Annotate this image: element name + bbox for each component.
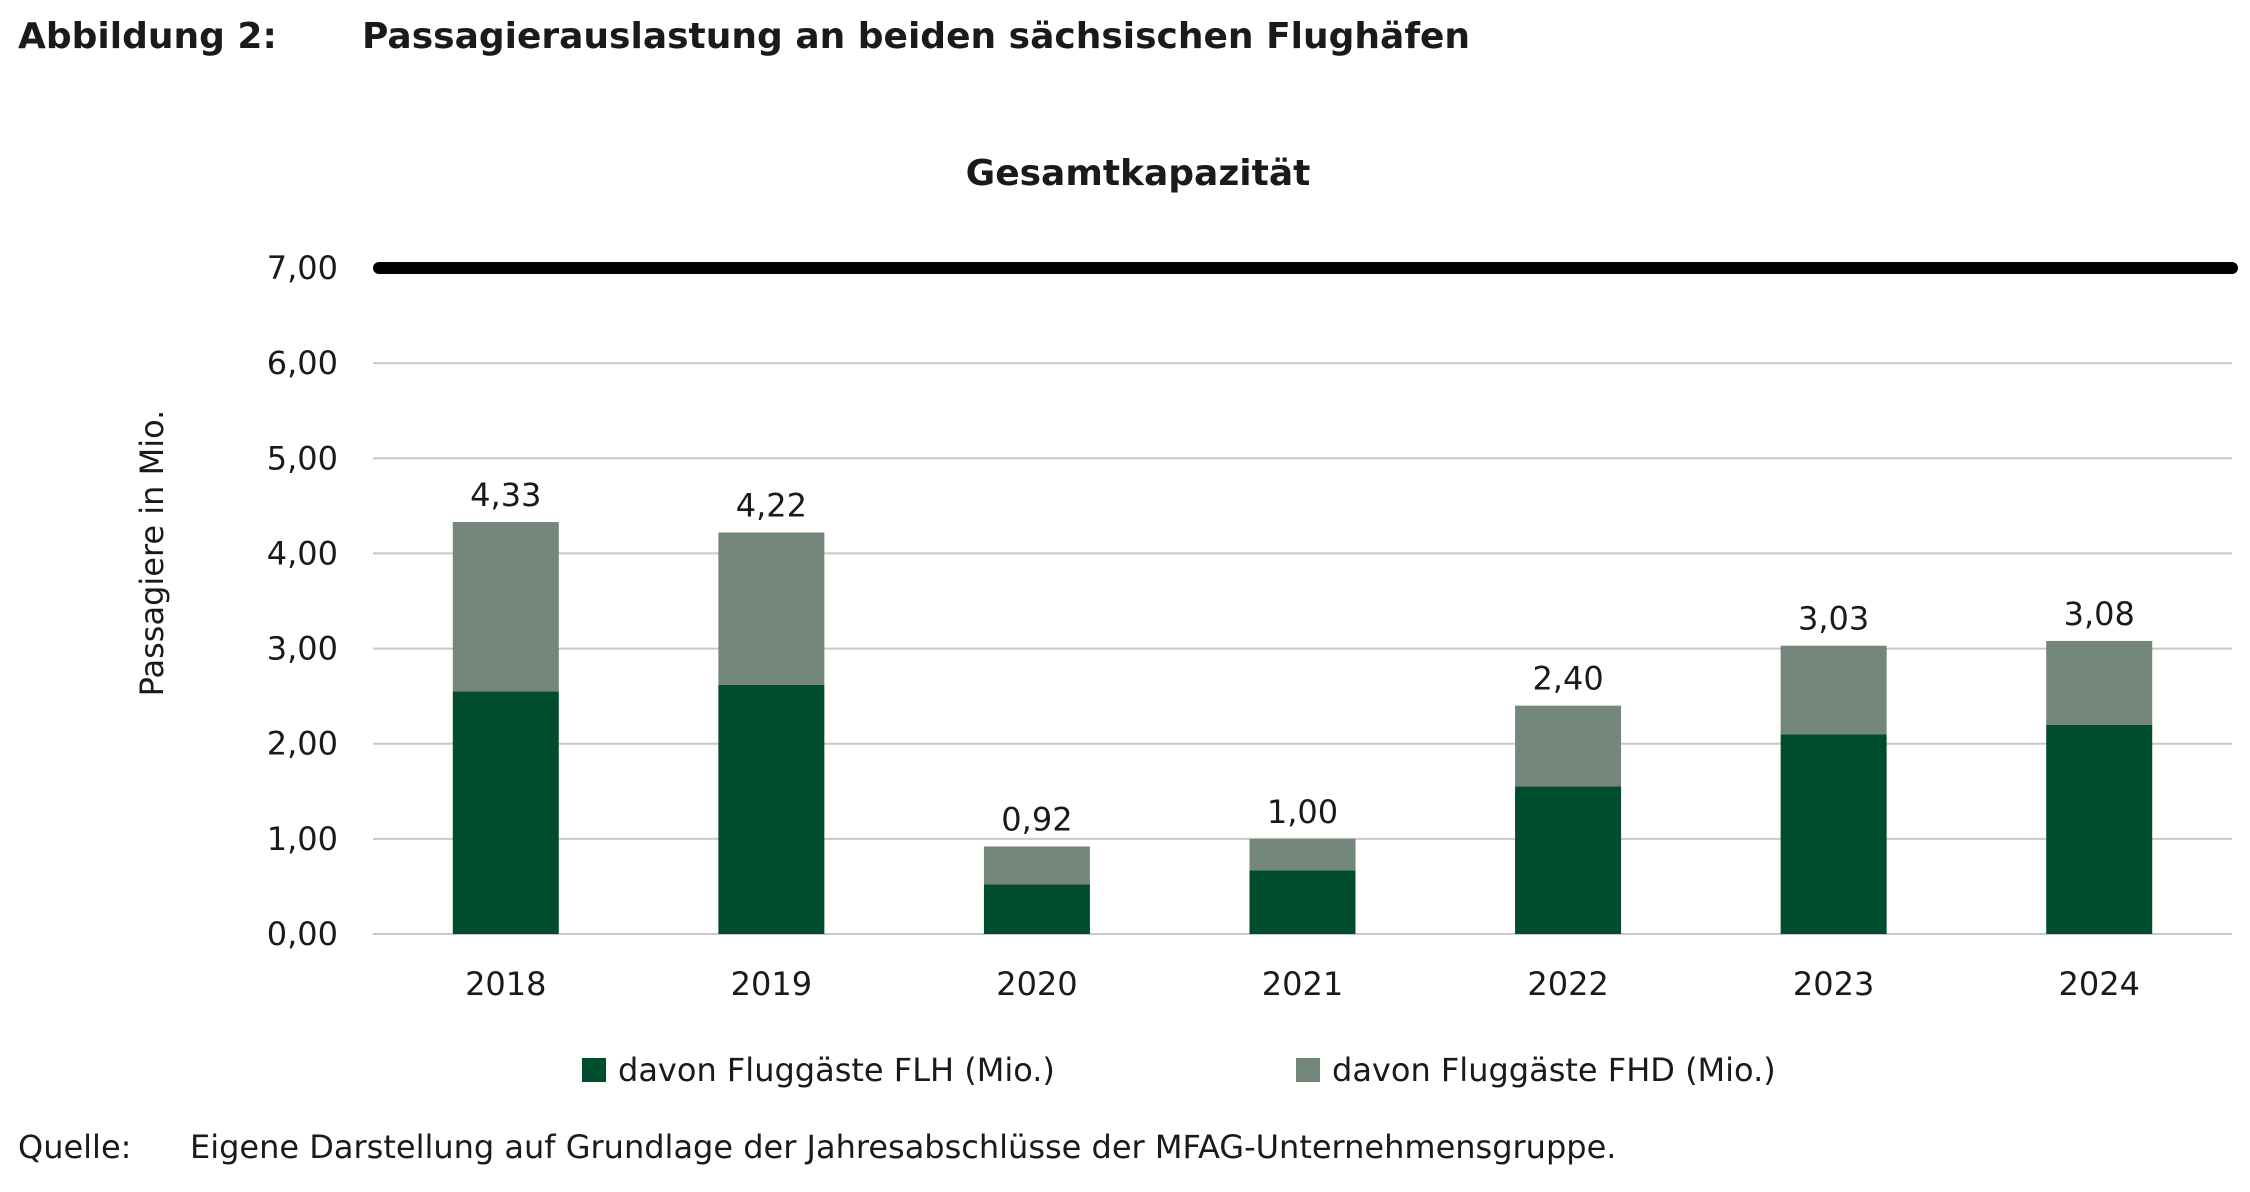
figure-title: Passagierauslastung an beiden sächsische… <box>362 16 1471 57</box>
legend-swatch <box>582 1058 606 1082</box>
bar-segment <box>718 532 825 685</box>
bar-segment <box>1249 838 1356 871</box>
x-tick-label: 2018 <box>465 965 546 1003</box>
x-tick-label: 2023 <box>1793 965 1874 1003</box>
legend-label: davon Fluggäste FLH (Mio.) <box>618 1051 1055 1089</box>
total-data-label: 3,08 <box>2064 595 2135 633</box>
bar-segment <box>1780 734 1887 934</box>
bar-segment <box>2046 724 2153 934</box>
y-axis-ticks: 0,00 1,00 2,00 3,00 4,00 5,00 6,00 7,00 <box>267 249 338 953</box>
y-tick-label: 1,00 <box>267 820 338 858</box>
y-tick-label: 3,00 <box>267 630 338 668</box>
bar-segment <box>1780 645 1887 735</box>
legend-swatch <box>1296 1058 1320 1082</box>
y-tick-label: 4,00 <box>267 534 338 572</box>
y-tick-label: 6,00 <box>267 344 338 382</box>
bar-segment <box>1515 786 1622 934</box>
x-tick-label: 2024 <box>2058 965 2139 1003</box>
y-tick-label: 0,00 <box>267 915 338 953</box>
source-label: Quelle: <box>18 1128 132 1166</box>
bar-segment <box>1249 870 1356 934</box>
data-labels: 4,33 4,22 0,92 1,00 2,40 3,03 3,08 <box>470 476 2135 838</box>
y-axis-title: Passagiere in Mio. <box>133 410 171 697</box>
total-data-label: 0,92 <box>1001 800 1072 838</box>
x-tick-label: 2022 <box>1527 965 1608 1003</box>
bar-segment <box>452 522 559 692</box>
y-tick-label: 7,00 <box>267 249 338 287</box>
legend: davon Fluggäste FLH (Mio.) davon Fluggäst… <box>582 1051 1776 1089</box>
total-data-label: 3,03 <box>1798 600 1869 638</box>
bar-segment <box>718 684 825 934</box>
bar-segment <box>983 846 1090 885</box>
total-data-label: 1,00 <box>1267 793 1338 831</box>
y-tick-label: 5,00 <box>267 439 338 477</box>
x-tick-label: 2020 <box>996 965 1077 1003</box>
x-tick-label: 2019 <box>731 965 812 1003</box>
bar-segment <box>1515 705 1622 787</box>
bar-segment <box>452 691 559 934</box>
total-data-label: 2,40 <box>1532 660 1603 698</box>
capacity-line-label: Gesamtkapazität <box>966 153 1311 194</box>
total-data-label: 4,22 <box>736 486 807 524</box>
x-axis-ticks: 2018 2019 2020 2021 2022 2023 2024 <box>465 965 2140 1003</box>
source-text: Eigene Darstellung auf Grundlage der Jah… <box>190 1128 1617 1166</box>
bar-segment <box>983 884 1090 934</box>
legend-label: davon Fluggäste FHD (Mio.) <box>1332 1051 1776 1089</box>
bars <box>452 522 2153 934</box>
total-data-label: 4,33 <box>470 476 541 514</box>
y-tick-label: 2,00 <box>267 725 338 763</box>
gridlines <box>373 267 2232 935</box>
figure-label: Abbildung 2: <box>18 16 277 57</box>
x-tick-label: 2021 <box>1262 965 1343 1003</box>
bar-segment <box>2046 640 2153 725</box>
